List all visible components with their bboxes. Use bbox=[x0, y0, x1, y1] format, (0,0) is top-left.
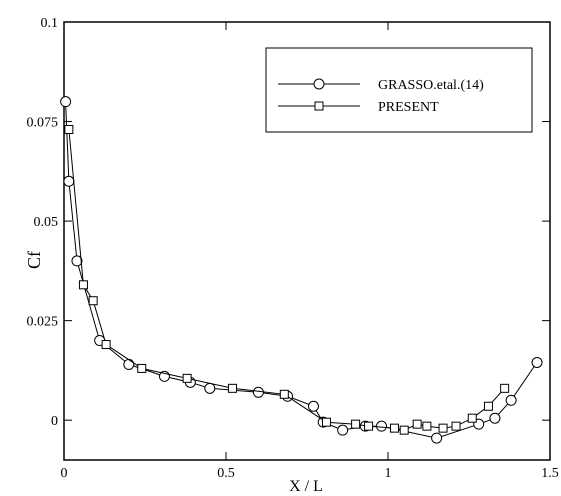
data-point bbox=[279, 389, 289, 399]
data-point bbox=[500, 383, 510, 393]
y-tick-label: 0.075 bbox=[27, 116, 59, 131]
data-point bbox=[123, 358, 135, 370]
data-point bbox=[431, 432, 443, 444]
x-tick-label: 1.5 bbox=[541, 466, 559, 481]
series-layer bbox=[60, 96, 543, 444]
data-point bbox=[321, 417, 331, 427]
series-line bbox=[65, 101, 538, 439]
legend-box bbox=[265, 47, 533, 133]
data-point bbox=[467, 413, 477, 423]
y-tick-label: 0.05 bbox=[34, 215, 59, 230]
data-point bbox=[489, 412, 501, 424]
data-point bbox=[78, 280, 88, 290]
series-line bbox=[68, 129, 505, 431]
y-axis-label: Cf bbox=[24, 251, 44, 269]
plot-area bbox=[63, 21, 551, 461]
data-point bbox=[64, 125, 74, 135]
x-tick-label: 0.5 bbox=[217, 466, 235, 481]
data-point bbox=[337, 424, 349, 436]
axis-ticks: 0 0.5 1 1.5 0 0.025 0.05 0.075 0.1 bbox=[27, 16, 559, 481]
data-point bbox=[376, 420, 388, 432]
data-point bbox=[101, 340, 111, 350]
data-point bbox=[505, 394, 517, 406]
data-point bbox=[451, 421, 461, 431]
legend-marker-series-2 bbox=[314, 101, 324, 111]
legend-label-series-1: GRASSO.etal.(14) bbox=[378, 78, 484, 93]
data-point bbox=[412, 419, 422, 429]
series-1 bbox=[60, 96, 543, 444]
series-2 bbox=[64, 125, 510, 435]
data-point bbox=[531, 356, 543, 368]
data-point bbox=[71, 255, 83, 267]
data-point bbox=[137, 363, 147, 373]
data-point bbox=[63, 175, 75, 187]
data-point bbox=[351, 419, 361, 429]
data-point bbox=[438, 423, 448, 433]
data-point bbox=[204, 382, 216, 394]
data-point bbox=[364, 421, 374, 431]
legend: GRASSO.etal.(14) PRESENT bbox=[265, 47, 533, 133]
y-tick-label: 0.1 bbox=[41, 16, 59, 31]
data-point bbox=[422, 421, 432, 431]
legend-marker-series-1 bbox=[313, 78, 325, 90]
y-tick-label: 0 bbox=[51, 414, 58, 429]
data-point bbox=[88, 296, 98, 306]
data-point bbox=[252, 386, 264, 398]
data-point bbox=[60, 96, 72, 108]
x-tick-label: 0 bbox=[61, 466, 68, 481]
data-point bbox=[307, 400, 319, 412]
y-tick-label: 0.025 bbox=[27, 315, 59, 330]
data-point bbox=[483, 401, 493, 411]
data-point bbox=[182, 373, 192, 383]
x-tick-label: 1 bbox=[385, 466, 392, 481]
data-point bbox=[227, 383, 237, 393]
data-point bbox=[399, 425, 409, 435]
x-axis-label: X / L bbox=[289, 478, 323, 495]
legend-label-series-2: PRESENT bbox=[378, 100, 439, 115]
data-point bbox=[389, 423, 399, 433]
